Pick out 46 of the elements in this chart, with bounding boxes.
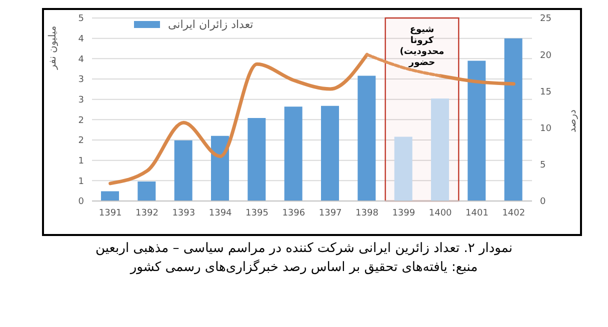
- y-tick-label: 4: [78, 34, 84, 45]
- y-tick-label: 4: [78, 54, 84, 65]
- y-tick-label: 0: [78, 197, 84, 208]
- band-label: شیوع کرونا (محدودیت حضور: [400, 25, 444, 68]
- bar: [101, 191, 119, 201]
- text: نمودار ۲. تعداد زائرین ایرانی شرکت کننده در مراسم سیاسی – مذهبی اربعین: [94, 240, 514, 258]
- y2-axis-title: درصد: [568, 110, 579, 133]
- y2-tick-label: 20: [540, 50, 552, 61]
- y-tick-label: 2: [78, 116, 84, 126]
- x-tick-label: 1401: [466, 208, 488, 218]
- legend-label: تعداد زائران ایرانی: [168, 18, 254, 31]
- x-tick-label: 1394: [208, 208, 232, 218]
- x-tick-label: 1400: [428, 208, 452, 218]
- x-tick-label: 1402: [502, 208, 526, 218]
- bar: [504, 38, 522, 201]
- y-axis-title: میلیون نفر: [48, 26, 59, 70]
- bar: [321, 106, 339, 201]
- bar: [248, 118, 266, 201]
- y-tick-label: 2: [78, 136, 84, 146]
- y2-tick-label: 5: [540, 160, 546, 171]
- y2-tick-label: 0: [540, 197, 546, 208]
- x-tick-label: 1398: [356, 208, 379, 218]
- x-tick-label: 1399: [392, 208, 416, 218]
- y-tick-label: 3: [78, 96, 84, 106]
- y-tick-label: 3: [78, 75, 84, 86]
- bar: [211, 136, 229, 201]
- bar: [138, 181, 156, 201]
- bar: [358, 76, 376, 201]
- y-tick-label: 5: [78, 14, 84, 24]
- bar: [174, 140, 192, 201]
- x-tick-label: 1397: [318, 208, 342, 218]
- text: منبع: یافته‌های تحقیق بر اساس رصد خبرگزاری‌های رسمی کشور: [128, 260, 479, 275]
- y2-tick-label: 15: [540, 87, 552, 98]
- y-tick-label: 1: [78, 156, 84, 167]
- y2-tick-label: 25: [540, 14, 552, 24]
- x-tick-label: 1391: [98, 208, 122, 218]
- bar: [394, 136, 412, 201]
- x-tick-label: 1392: [136, 208, 158, 218]
- y-tick-label: 1: [78, 176, 84, 187]
- bar: [468, 60, 486, 201]
- x-tick-label: 1393: [172, 208, 196, 218]
- x-tick-label: 1396: [282, 208, 306, 218]
- x-tick-label: 1395: [246, 208, 268, 218]
- y2-tick-label: 10: [540, 124, 552, 134]
- bar: [284, 106, 302, 201]
- bar: [431, 98, 449, 201]
